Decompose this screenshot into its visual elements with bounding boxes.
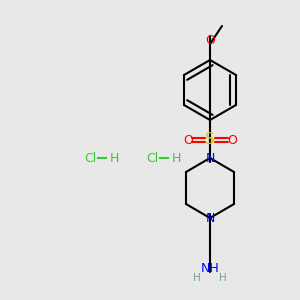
- Text: Cl: Cl: [146, 152, 158, 164]
- Text: H: H: [109, 152, 119, 164]
- Text: NH: NH: [201, 262, 219, 275]
- Text: S: S: [205, 133, 215, 148]
- Text: O: O: [227, 134, 237, 146]
- Text: N: N: [205, 212, 215, 224]
- Text: H: H: [171, 152, 181, 164]
- Text: N: N: [205, 152, 215, 164]
- Text: H: H: [193, 273, 201, 283]
- Text: O: O: [205, 34, 215, 46]
- Text: H: H: [219, 273, 227, 283]
- Text: O: O: [183, 134, 193, 146]
- Text: Cl: Cl: [84, 152, 96, 164]
